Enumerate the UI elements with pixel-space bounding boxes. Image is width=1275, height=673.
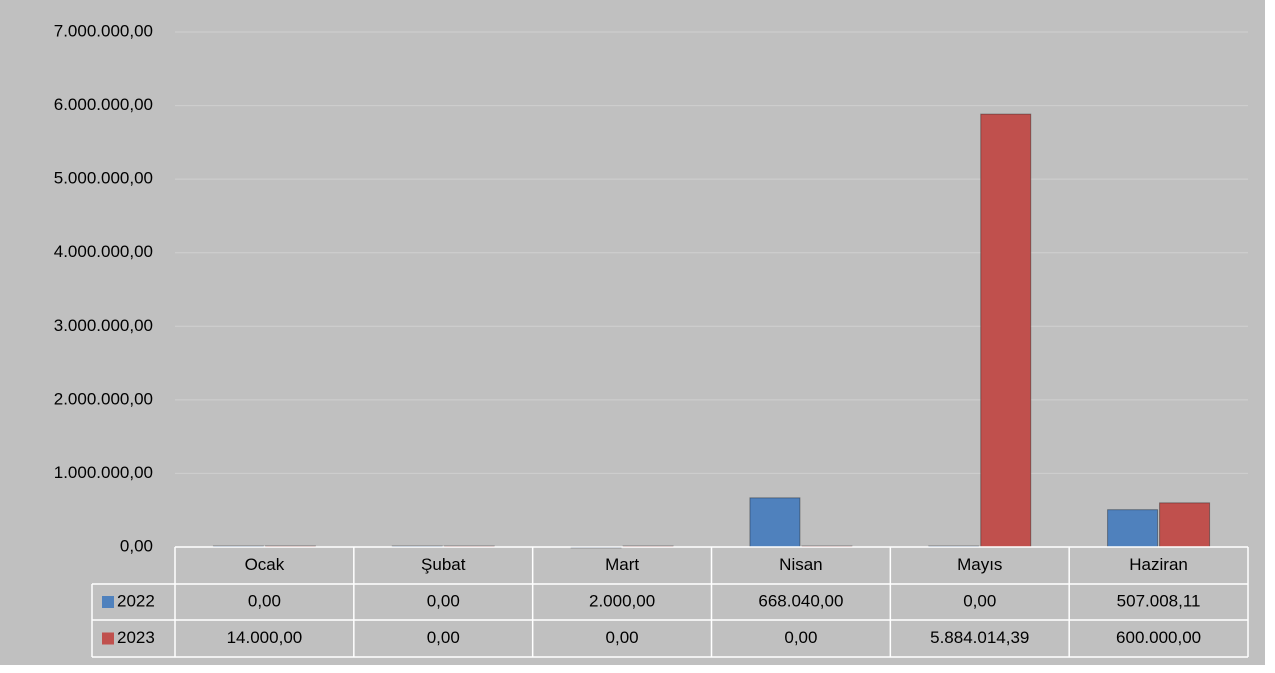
x-tick-label: Şubat [421,555,466,574]
table-cell: 668.040,00 [758,591,843,610]
x-tick-label: Nisan [779,555,822,574]
legend-swatch [102,632,114,645]
table-cell: 5.884.014,39 [930,628,1029,647]
legend-label: 2023 [117,628,155,647]
table-cell: 0,00 [248,591,281,610]
x-tick-label: Mayıs [957,555,1002,574]
x-tick-label: Ocak [245,555,285,574]
y-tick-label: 0,00 [120,536,153,555]
y-tick-label: 7.000.000,00 [54,21,153,40]
bar [1107,509,1159,548]
y-tick-label: 3.000.000,00 [54,316,153,335]
bar [749,497,801,548]
table-cell: 507.008,11 [1117,591,1201,610]
table-cell: 0,00 [427,591,460,610]
bar [1159,502,1211,548]
y-tick-label: 2.000.000,00 [54,389,153,408]
table-cell: 0,00 [784,628,817,647]
table-cell: 2.000,00 [589,591,655,610]
legend-swatch [102,596,114,608]
table-cell: 0,00 [427,628,460,647]
y-tick-label: 5.000.000,00 [54,169,153,188]
y-tick-label: 6.000.000,00 [54,95,153,114]
table-cell: 14.000,00 [227,628,303,647]
y-tick-label: 1.000.000,00 [54,463,153,482]
legend-label: 2022 [117,591,155,610]
table-cell: 600.000,00 [1116,628,1201,647]
table-cell: 0,00 [606,628,639,647]
x-tick-label: Mart [605,555,639,574]
x-tick-label: Haziran [1129,555,1188,574]
table-cell: 0,00 [963,591,996,610]
y-tick-label: 4.000.000,00 [54,242,153,261]
bar [980,113,1032,548]
